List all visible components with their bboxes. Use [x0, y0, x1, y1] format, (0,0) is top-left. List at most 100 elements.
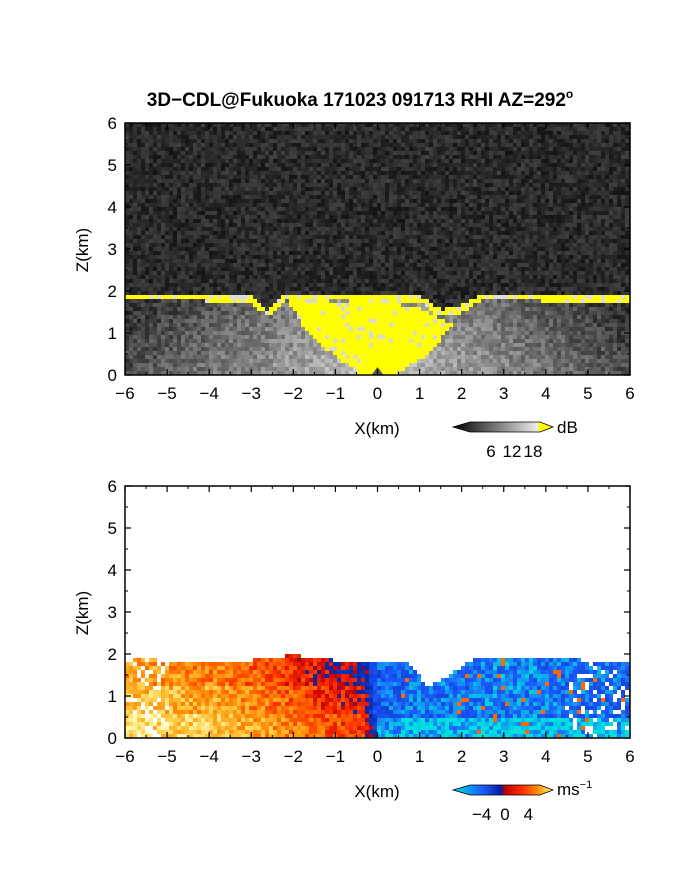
signal-cell	[213, 207, 217, 211]
signal-cell	[153, 219, 157, 223]
signal-cell	[209, 211, 213, 215]
signal-cell	[333, 175, 337, 179]
signal-cell	[265, 151, 269, 155]
signal-cell	[433, 127, 437, 131]
signal-cell	[297, 355, 301, 359]
signal-cell	[369, 351, 373, 355]
signal-cell	[281, 371, 285, 375]
signal-cell	[169, 183, 173, 187]
signal-cell	[413, 187, 417, 191]
signal-cell	[421, 271, 425, 275]
signal-cell	[413, 271, 417, 275]
signal-cell	[405, 279, 409, 283]
signal-cell	[353, 167, 357, 171]
signal-cell	[185, 179, 189, 183]
signal-cell	[217, 167, 221, 171]
signal-cell	[353, 251, 357, 255]
signal-cell	[253, 343, 257, 347]
signal-cell	[409, 299, 413, 303]
signal-cell	[177, 327, 181, 331]
signal-cell	[397, 351, 401, 355]
signal-cell	[141, 295, 145, 299]
signal-cell	[213, 335, 217, 339]
signal-cell	[349, 227, 353, 231]
signal-cell	[381, 335, 385, 339]
signal-cell	[181, 355, 185, 359]
signal-cell	[165, 247, 169, 251]
signal-cell	[349, 279, 353, 283]
signal-cell	[253, 327, 257, 331]
signal-cell	[417, 299, 421, 303]
signal-cell	[129, 183, 133, 187]
signal-cell	[325, 223, 329, 227]
signal-cell	[349, 159, 353, 163]
signal-cell	[281, 291, 285, 295]
signal-cell	[385, 231, 389, 235]
signal-cell	[321, 171, 325, 175]
signal-cell	[429, 203, 433, 207]
signal-cell	[353, 151, 357, 155]
signal-cell	[165, 315, 169, 319]
signal-cell	[197, 335, 201, 339]
signal-cell	[265, 167, 269, 171]
signal-cell	[297, 283, 301, 287]
signal-cell	[229, 315, 233, 319]
signal-cell	[289, 319, 293, 323]
signal-cell	[337, 131, 341, 135]
signal-cell	[153, 231, 157, 235]
signal-cell	[153, 147, 157, 151]
signal-cell	[345, 315, 349, 319]
signal-cell	[253, 163, 257, 167]
signal-cell	[381, 295, 385, 299]
signal-cell	[429, 367, 433, 371]
signal-cell	[353, 215, 357, 219]
signal-cell	[173, 307, 177, 311]
signal-cell	[265, 191, 269, 195]
signal-cell	[353, 135, 357, 139]
signal-cell	[129, 219, 133, 223]
signal-cell	[329, 191, 333, 195]
signal-cell	[129, 187, 133, 191]
signal-cell	[237, 163, 241, 167]
signal-cell	[233, 127, 237, 131]
signal-cell	[241, 199, 245, 203]
signal-cell	[389, 131, 393, 135]
signal-cell	[261, 319, 265, 323]
signal-cell	[225, 283, 229, 287]
signal-cell	[133, 359, 137, 363]
signal-cell	[269, 203, 273, 207]
signal-cell	[297, 167, 301, 171]
signal-cell	[309, 255, 313, 259]
signal-cell	[273, 319, 277, 323]
signal-cell	[273, 171, 277, 175]
signal-cell	[261, 147, 265, 151]
signal-cell	[325, 335, 329, 339]
signal-cell	[165, 211, 169, 215]
signal-cell	[409, 139, 413, 143]
signal-cell	[277, 351, 281, 355]
signal-cell	[433, 243, 437, 247]
signal-cell	[213, 307, 217, 311]
signal-cell	[313, 323, 317, 327]
signal-cell	[413, 287, 417, 291]
signal-cell	[405, 363, 409, 367]
signal-cell	[129, 351, 133, 355]
signal-cell	[433, 287, 437, 291]
signal-cell	[253, 339, 257, 343]
signal-cell	[373, 367, 377, 371]
signal-cell	[329, 199, 333, 203]
signal-cell	[309, 139, 313, 143]
signal-cell	[273, 291, 277, 295]
signal-cell	[413, 363, 417, 367]
signal-cell	[257, 231, 261, 235]
signal-cell	[205, 319, 209, 323]
signal-cell	[241, 363, 245, 367]
signal-cell	[381, 139, 385, 143]
signal-cell	[361, 211, 365, 215]
signal-cell	[337, 255, 341, 259]
signal-cell	[341, 187, 345, 191]
signal-cell	[297, 287, 301, 291]
signal-cell	[377, 247, 381, 251]
signal-cell	[385, 199, 389, 203]
signal-cell	[145, 287, 149, 291]
